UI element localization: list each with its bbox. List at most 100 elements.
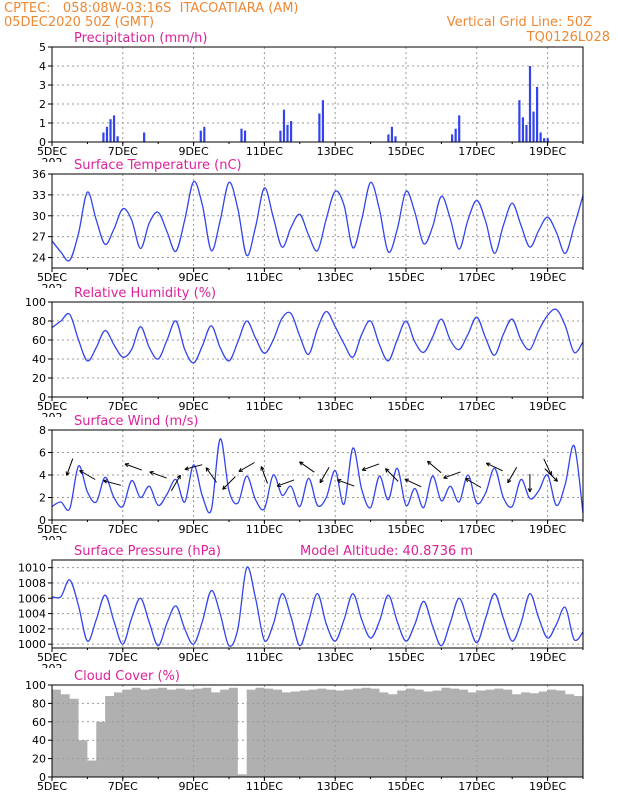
- precip-bar: [116, 136, 119, 142]
- wind-arrow: [544, 468, 558, 482]
- header-datetime: 05DEC2020 50Z (GMT): [4, 15, 155, 30]
- wind-arrow-head: [79, 470, 84, 475]
- x-tick-label: 11DEC: [246, 651, 283, 664]
- x-tick-label: 7DEC: [108, 145, 138, 158]
- wind-arrow-head: [385, 468, 390, 473]
- wind-arrow-shaft: [103, 480, 122, 486]
- header-vertical-grid: Vertical Grid Line: 50Z: [446, 15, 592, 30]
- x-tick-label: 7DEC: [108, 271, 138, 284]
- x-tick-label: 19DEC: [529, 523, 566, 536]
- x-tick-label: 5DEC: [37, 780, 67, 793]
- y-tick-label: 5: [39, 41, 46, 54]
- precip-bar: [289, 121, 293, 142]
- wind-arrow-head: [205, 467, 210, 472]
- x-tick-label: 17DEC: [458, 780, 495, 793]
- y-tick-label: 80: [32, 697, 46, 710]
- wind-arrow-shaft: [66, 458, 74, 476]
- wind-arrow: [276, 479, 295, 487]
- wind-arrow: [485, 462, 503, 472]
- wind-arrow: [79, 470, 96, 480]
- x-tick-label: 11DEC: [246, 400, 283, 413]
- x-tick-label: 15DEC: [387, 400, 424, 413]
- temp-series-line: [51, 180, 584, 262]
- wind-arrow: [103, 479, 122, 486]
- wind-arrow: [260, 466, 268, 484]
- x-tick-label: 9DEC: [179, 780, 209, 793]
- panel-wind: 0 2 4 6 8 5DEC 7DEC 9DEC 11DEC 13DEC 15DEC 17DEC 19D…: [37, 414, 584, 540]
- x-tick-label: 17DEC: [458, 400, 495, 413]
- x-tick-label: 13DEC: [317, 400, 354, 413]
- wind-arrow: [149, 471, 167, 479]
- wind-arrow-head: [124, 463, 129, 468]
- x-tick-label: 17DEC: [458, 145, 495, 158]
- wind-arrow-head: [485, 462, 491, 467]
- panel-temp: 24 27 30 33 36 5DEC 7DEC 9DEC 11DEC 13DEC 15DEC 17D…: [32, 158, 584, 295]
- x-tick-label: 5DEC: [37, 400, 67, 413]
- x-tick-label: 13DEC: [317, 523, 354, 536]
- y-tick-label: 4: [39, 60, 46, 73]
- precip-bar: [112, 115, 116, 142]
- y-tick-label: 20: [32, 753, 46, 766]
- x-tick-label: 15DEC: [387, 145, 424, 158]
- wind-arrow: [124, 463, 143, 471]
- y-tick-label: 80: [32, 315, 46, 328]
- wind-arrow-head: [222, 485, 227, 490]
- precip-bar: [143, 132, 146, 142]
- wind-arrow-shaft: [404, 478, 422, 488]
- y-tick-label: 1010: [18, 562, 46, 575]
- wind-arrow-head: [65, 471, 70, 476]
- wind-arrow-shaft: [277, 479, 295, 487]
- pressure-subtitle: Model Altitude: 40.8736 m: [300, 544, 473, 559]
- wind-arrow-head: [184, 466, 189, 471]
- wind-arrow-shaft: [427, 460, 442, 474]
- precip-bar: [286, 124, 289, 142]
- x-tick-label: 15DEC: [387, 523, 424, 536]
- panel-precip: 0 1 2 3 4 5 5DEC 7DEC 9DEC 11DEC 13DEC 15DEC 17DEC 19…: [37, 31, 584, 162]
- wind-arrow-head: [553, 477, 558, 482]
- temp-title: Surface Temperature (nC): [74, 158, 242, 173]
- y-tick-label: 1004: [18, 608, 46, 621]
- precip-bar: [105, 126, 109, 142]
- x-tick-label: 11DEC: [246, 145, 283, 158]
- panel-frame: [51, 46, 584, 143]
- wind-arrow-head: [527, 488, 533, 493]
- x-tick-label: 9DEC: [179, 523, 209, 536]
- wind-arrow: [337, 479, 355, 487]
- y-tick-label: 100: [25, 679, 46, 692]
- wind-arrow: [170, 474, 181, 492]
- x-year-label-clipped: 202: [42, 662, 63, 675]
- x-tick-label: 7DEC: [108, 651, 138, 664]
- x-tick-label: 11DEC: [246, 523, 283, 536]
- wind-arrow-head: [149, 471, 154, 476]
- y-tick-label: 33: [32, 189, 46, 202]
- y-tick-label: 1006: [18, 592, 46, 605]
- wind-arrow: [527, 474, 533, 493]
- wind-arrow-shaft: [79, 470, 96, 480]
- x-tick-label: 9DEC: [179, 651, 209, 664]
- precip-bar: [521, 117, 525, 142]
- precip-bar: [518, 100, 521, 142]
- cloud-title: Cloud Cover (%): [74, 669, 180, 684]
- wind-arrow-head: [260, 466, 265, 471]
- y-tick-label: 0: [39, 391, 46, 404]
- wind-arrow-head: [238, 467, 243, 472]
- wind-arrow: [361, 463, 380, 471]
- precip-bar: [282, 109, 286, 142]
- header-model-id: TQ0126L028: [526, 30, 610, 45]
- pressure-series-line: [51, 566, 584, 647]
- x-year-label-clipped: 202: [42, 282, 63, 295]
- x-tick-label: 13DEC: [317, 145, 354, 158]
- wind-arrow-shaft: [443, 471, 461, 479]
- precip-bar: [279, 130, 282, 142]
- x-tick-label: 11DEC: [246, 271, 283, 284]
- precip-bar: [321, 100, 325, 142]
- y-tick-label: 1002: [18, 623, 46, 636]
- y-tick-label: 0: [39, 771, 46, 784]
- x-tick-label: 7DEC: [108, 523, 138, 536]
- header-station: CPTEC: 058:08W-03:16S ITACOATIARA (AM): [4, 1, 299, 16]
- wind-arrow: [465, 478, 482, 488]
- y-tick-label: 2: [39, 98, 46, 111]
- x-tick-label: 13DEC: [317, 780, 354, 793]
- panel-frame: [51, 559, 584, 649]
